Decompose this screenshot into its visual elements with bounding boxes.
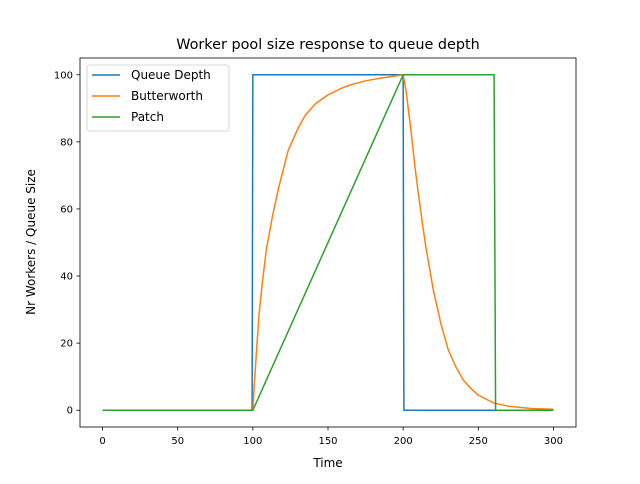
- chart-title: Worker pool size response to queue depth: [176, 37, 480, 53]
- legend-label: Queue Depth: [131, 68, 211, 82]
- series-line-patch: [102, 74, 554, 411]
- y-tick-label: 80: [60, 137, 73, 148]
- legend: Queue Depth Butterworth Patch: [86, 64, 230, 132]
- plot-frame: [79, 57, 577, 428]
- x-tick-label: 0: [99, 436, 105, 447]
- legend-label: Patch: [131, 110, 164, 124]
- legend-box: [86, 64, 230, 132]
- x-tick-label: 100: [243, 436, 262, 447]
- y-axis-label: Nr Workers / Queue Size: [24, 169, 38, 315]
- plot-lines: [102, 74, 554, 411]
- legend-label: Butterworth: [131, 89, 203, 103]
- x-tick-label: 200: [394, 436, 413, 447]
- x-tick-label: 150: [318, 436, 337, 447]
- x-axis-label: Time: [312, 456, 342, 470]
- x-tick-label: 300: [544, 436, 563, 447]
- y-tick-label: 0: [67, 406, 73, 417]
- y-tick-label: 20: [60, 339, 73, 350]
- y-tick-label: 40: [60, 272, 73, 283]
- x-tick-label: 250: [469, 436, 488, 447]
- y-tick-label: 100: [54, 70, 73, 81]
- x-tick-label: 50: [171, 436, 184, 447]
- series-line-butterworth: [102, 74, 554, 411]
- y-tick-label: 60: [60, 204, 73, 215]
